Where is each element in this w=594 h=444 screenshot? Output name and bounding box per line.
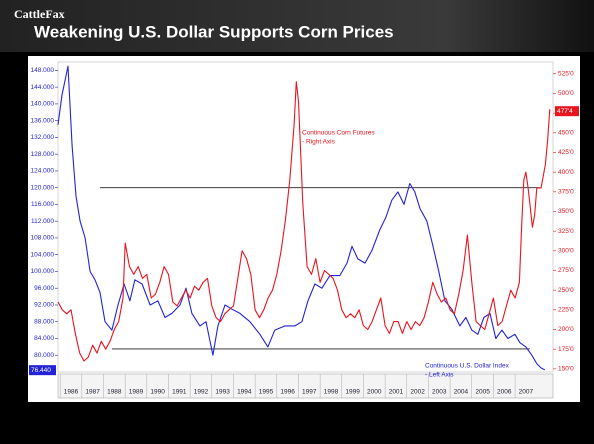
x-tick-label: 2002 xyxy=(410,389,425,396)
y2-tick-label: 200'0 xyxy=(558,326,574,333)
y-tick-label: 100.000 xyxy=(31,268,55,275)
series-line xyxy=(57,65,546,371)
annotation: - Left Axis xyxy=(425,372,454,379)
y-tick-label: 140.000 xyxy=(31,101,55,108)
x-tick-label: 1992 xyxy=(194,389,209,396)
y-tick-label: 104.000 xyxy=(31,251,55,258)
x-axis-strip xyxy=(57,373,554,399)
x-tick-label: 2005 xyxy=(475,389,490,396)
logo: CattleFax xyxy=(14,7,65,21)
y2-tick-label: 300'0 xyxy=(558,248,574,255)
x-tick-label: 2007 xyxy=(519,389,534,396)
x-tick-label: 1995 xyxy=(259,389,274,396)
x-tick-label: 1988 xyxy=(107,389,122,396)
y-tick-label: 108.000 xyxy=(31,235,55,242)
y2-tick-label: 425'0 xyxy=(558,149,574,156)
y-tick-label: 112.000 xyxy=(31,218,54,225)
x-tick-label: 2006 xyxy=(497,389,512,396)
x-tick-label: 2000 xyxy=(367,389,382,396)
x-tick-label: 2004 xyxy=(454,389,469,396)
y-tick-label: 92.000 xyxy=(34,302,54,309)
y-tick-label: 144.000 xyxy=(31,84,55,91)
y2-tick-label: 500'0 xyxy=(558,90,574,97)
y2-tick-label: 275'0 xyxy=(558,267,574,274)
x-tick-label: 2003 xyxy=(432,389,447,396)
y2-tick-label: 350'0 xyxy=(558,208,574,215)
annotation: Continuous U.S. Dollar Index xyxy=(425,363,510,370)
x-tick-label: 1999 xyxy=(345,389,360,396)
x-tick-label: 1993 xyxy=(215,389,230,396)
y2-tick-label: 150'0 xyxy=(558,366,574,373)
plot-area xyxy=(57,61,554,373)
y-tick-label: 120.000 xyxy=(31,184,55,191)
y-tick-label: 132.000 xyxy=(31,134,55,141)
last-value-badge xyxy=(555,106,579,117)
x-tick-label: 1994 xyxy=(237,389,252,396)
annotation: Continuous Corn Futures xyxy=(302,130,375,137)
last-value-badge xyxy=(29,365,56,376)
y-tick-label: 116.000 xyxy=(31,201,54,208)
y2-tick-label: 525'0 xyxy=(558,71,574,78)
y2-tick-label: 375'0 xyxy=(558,189,574,196)
y-tick-label: 96.000 xyxy=(34,285,54,292)
y-tick-label: 136.000 xyxy=(31,117,55,124)
x-tick-label: 1991 xyxy=(172,389,187,396)
y-tick-label: 128.000 xyxy=(31,151,55,158)
x-tick-label: 1998 xyxy=(324,389,339,396)
x-tick-label: 1989 xyxy=(129,389,144,396)
x-tick-label: 1986 xyxy=(64,389,79,396)
y2-tick-label: 225'0 xyxy=(558,307,574,314)
y2-tick-label: 450'0 xyxy=(558,130,574,137)
y-tick-label: 84.000 xyxy=(34,335,54,342)
x-tick-label: 1996 xyxy=(280,389,295,396)
y-tick-label: 124.000 xyxy=(31,168,55,175)
y2-tick-label: 400'0 xyxy=(558,169,574,176)
chart-title: Weakening U.S. Dollar Supports Corn Pric… xyxy=(34,22,394,41)
last-value-label: 477'4 xyxy=(557,108,573,115)
x-tick-label: 1987 xyxy=(85,389,100,396)
series-line xyxy=(57,81,551,362)
annotation: - Right Axis xyxy=(302,139,336,146)
y-tick-label: 148.000 xyxy=(31,67,55,74)
x-tick-label: 1990 xyxy=(150,389,165,396)
y2-tick-label: 250'0 xyxy=(558,287,574,294)
header-band xyxy=(0,0,594,52)
y-tick-label: 88.000 xyxy=(34,318,54,325)
x-tick-label: 1997 xyxy=(302,389,317,396)
last-value-label: 76.440 xyxy=(31,367,51,374)
y2-tick-label: 175'0 xyxy=(558,346,574,353)
y-tick-label: 80.000 xyxy=(34,352,54,359)
y2-tick-label: 325'0 xyxy=(558,228,574,235)
x-tick-label: 2001 xyxy=(389,389,404,396)
